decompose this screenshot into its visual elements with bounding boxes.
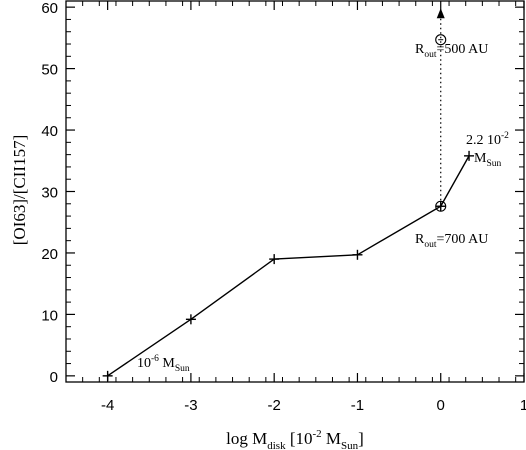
annotation-rout-700: Rout=700 AU [415,232,488,250]
plot-frame [65,0,525,383]
x-axis-label: log Mdisk [10-2 MSun] [226,428,364,450]
x-tick-label: 1 [520,397,526,414]
circled-point [435,34,447,46]
lower-limit-arrow [436,8,445,19]
x-tick-label: -4 [101,397,114,414]
circled-point [435,200,447,212]
y-axis-label: [OI63]/[CII157] [10,135,29,245]
annotation-high-mass-line2: MSun [474,151,501,169]
y-tick-label: 20 [41,246,58,263]
y-tick-label: 30 [41,185,58,202]
y-tick-labels: 0 10 20 30 40 50 60 [41,0,58,386]
series-markers [102,150,475,381]
x-tick-label: -1 [351,397,364,414]
annotation-low-mass: 10-6 MSun [137,354,190,374]
x-tick-labels: -4 -3 -2 -1 0 1 [101,397,526,414]
x-tick-label: -2 [268,397,281,414]
axis-ticks [66,1,525,382]
y-tick-label: 10 [41,307,58,324]
series-line [107,155,470,377]
y-tick-label: 50 [41,62,58,79]
x-tick-label: -3 [184,397,197,414]
x-tick-label: 0 [437,397,445,414]
annotation-rout-500: Rout=500 AU [415,42,488,60]
y-tick-label: 60 [41,0,58,17]
annotation-high-mass-line1: 2.2 10-2 [466,131,509,148]
y-tick-label: 0 [50,369,58,386]
circled-points [435,34,447,212]
y-tick-label: 40 [41,123,58,140]
